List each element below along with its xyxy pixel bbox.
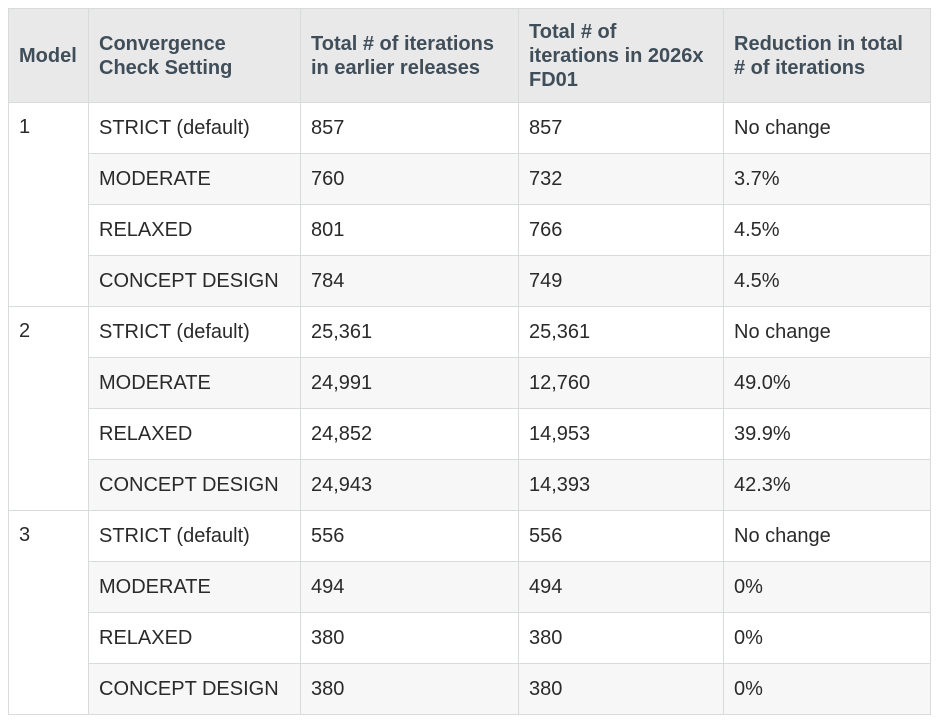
column-header-iterations-2026x-fd01: Total # of iterations in 2026x FD01 xyxy=(518,8,724,103)
column-header-iterations-earlier-releases: Total # of iterations in earlier release… xyxy=(300,8,519,103)
reduction-cell: 0% xyxy=(723,561,931,613)
model-cell: 3 xyxy=(8,510,89,715)
setting-cell: CONCEPT DESIGN xyxy=(88,663,301,715)
table-row: MODERATE 24,991 12,760 49.0% xyxy=(9,357,931,409)
setting-cell: RELAXED xyxy=(88,408,301,460)
setting-cell: CONCEPT DESIGN xyxy=(88,255,301,307)
column-header-convergence-check-setting: Convergence Check Setting xyxy=(88,8,301,103)
iterations-fd01-cell: 14,953 xyxy=(518,408,724,460)
convergence-iterations-table: Model Convergence Check Setting Total # … xyxy=(8,8,931,715)
reduction-cell: 3.7% xyxy=(723,153,931,205)
model-cell: 2 xyxy=(8,306,89,511)
model-1-group: 1 STRICT (default) 857 857 No change MOD… xyxy=(8,102,931,307)
table-row: 1 STRICT (default) 857 857 No change xyxy=(8,102,931,307)
setting-cell: MODERATE xyxy=(88,153,301,205)
table-row: CONCEPT DESIGN 24,943 14,393 42.3% xyxy=(9,459,931,511)
iterations-earlier-cell: 24,943 xyxy=(300,459,519,511)
iterations-fd01-cell: 12,760 xyxy=(518,357,724,409)
reduction-cell: 0% xyxy=(723,612,931,664)
table-row: CONCEPT DESIGN 784 749 4.5% xyxy=(9,255,931,307)
iterations-earlier-cell: 24,852 xyxy=(300,408,519,460)
table-row: CONCEPT DESIGN 380 380 0% xyxy=(9,663,931,715)
table-row: RELAXED 24,852 14,953 39.9% xyxy=(9,408,931,460)
reduction-cell: No change xyxy=(723,102,931,154)
model-3-group: 3 STRICT (default) 556 556 No change MOD… xyxy=(8,510,931,715)
reduction-cell: No change xyxy=(723,306,931,358)
iterations-earlier-cell: 494 xyxy=(300,561,519,613)
reduction-cell: 4.5% xyxy=(723,204,931,256)
table-row: RELAXED 380 380 0% xyxy=(9,612,931,664)
table-row: 3 STRICT (default) 556 556 No change xyxy=(8,510,931,715)
iterations-fd01-cell: 556 xyxy=(518,510,724,562)
iterations-fd01-cell: 857 xyxy=(518,102,724,154)
iterations-earlier-cell: 556 xyxy=(300,510,519,562)
reduction-cell: 0% xyxy=(723,663,931,715)
table-row: RELAXED 801 766 4.5% xyxy=(9,204,931,256)
iterations-fd01-cell: 14,393 xyxy=(518,459,724,511)
iterations-earlier-cell: 801 xyxy=(300,204,519,256)
table-row: MODERATE 494 494 0% xyxy=(9,561,931,613)
reduction-cell: 49.0% xyxy=(723,357,931,409)
iterations-fd01-cell: 732 xyxy=(518,153,724,205)
setting-cell: RELAXED xyxy=(88,204,301,256)
model-cell: 1 xyxy=(8,102,89,307)
iterations-earlier-cell: 857 xyxy=(300,102,519,154)
iterations-earlier-cell: 24,991 xyxy=(300,357,519,409)
reduction-cell: No change xyxy=(723,510,931,562)
iterations-fd01-cell: 380 xyxy=(518,612,724,664)
model-2-group: 2 STRICT (default) 25,361 25,361 No chan… xyxy=(8,306,931,511)
iterations-earlier-cell: 784 xyxy=(300,255,519,307)
reduction-cell: 42.3% xyxy=(723,459,931,511)
iterations-fd01-cell: 25,361 xyxy=(518,306,724,358)
setting-cell: STRICT (default) xyxy=(88,102,301,154)
column-header-model: Model xyxy=(8,8,89,103)
setting-cell: RELAXED xyxy=(88,612,301,664)
iterations-fd01-cell: 766 xyxy=(518,204,724,256)
iterations-fd01-cell: 380 xyxy=(518,663,724,715)
setting-cell: MODERATE xyxy=(88,357,301,409)
iterations-fd01-cell: 749 xyxy=(518,255,724,307)
reduction-cell: 39.9% xyxy=(723,408,931,460)
reduction-cell: 4.5% xyxy=(723,255,931,307)
iterations-earlier-cell: 380 xyxy=(300,612,519,664)
table-row: MODERATE 760 732 3.7% xyxy=(9,153,931,205)
iterations-earlier-cell: 760 xyxy=(300,153,519,205)
column-header-reduction: Reduction in total # of iterations xyxy=(723,8,931,103)
iterations-fd01-cell: 494 xyxy=(518,561,724,613)
setting-cell: STRICT (default) xyxy=(88,510,301,562)
table-row: 2 STRICT (default) 25,361 25,361 No chan… xyxy=(8,306,931,511)
setting-cell: CONCEPT DESIGN xyxy=(88,459,301,511)
setting-cell: MODERATE xyxy=(88,561,301,613)
iterations-earlier-cell: 25,361 xyxy=(300,306,519,358)
table-header-row: Model Convergence Check Setting Total # … xyxy=(8,8,931,103)
iterations-earlier-cell: 380 xyxy=(300,663,519,715)
setting-cell: STRICT (default) xyxy=(88,306,301,358)
